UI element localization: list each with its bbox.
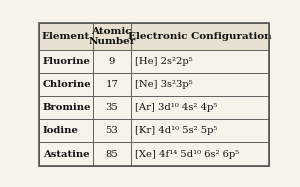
Text: Chlorine: Chlorine bbox=[43, 80, 92, 89]
Text: 53: 53 bbox=[105, 126, 118, 135]
Bar bbox=[131, 73, 269, 96]
Bar bbox=[93, 119, 131, 142]
Text: 9: 9 bbox=[109, 57, 115, 66]
Text: [Kr] 4d¹⁰ 5s² 5p⁵: [Kr] 4d¹⁰ 5s² 5p⁵ bbox=[135, 126, 217, 135]
Text: Astatine: Astatine bbox=[43, 150, 89, 159]
Text: [Xe] 4f¹⁴ 5d¹⁰ 6s² 6p⁵: [Xe] 4f¹⁴ 5d¹⁰ 6s² 6p⁵ bbox=[135, 150, 239, 159]
Bar bbox=[93, 142, 131, 166]
Text: [Ne] 3s²3p⁵: [Ne] 3s²3p⁵ bbox=[135, 80, 193, 89]
Text: Bromine: Bromine bbox=[43, 103, 91, 112]
Bar bbox=[39, 73, 93, 96]
Bar bbox=[39, 50, 93, 73]
Bar bbox=[39, 142, 93, 166]
Bar bbox=[131, 142, 269, 166]
Text: Electronic Configuration: Electronic Configuration bbox=[128, 32, 272, 41]
Bar bbox=[93, 50, 131, 73]
Bar bbox=[131, 23, 269, 50]
Text: [He] 2s²2p⁵: [He] 2s²2p⁵ bbox=[135, 57, 193, 66]
Bar bbox=[93, 23, 131, 50]
Text: Fluorine: Fluorine bbox=[43, 57, 91, 66]
Text: Iodine: Iodine bbox=[43, 126, 79, 135]
Bar bbox=[39, 119, 93, 142]
Bar bbox=[131, 119, 269, 142]
Bar bbox=[39, 23, 93, 50]
Text: 35: 35 bbox=[105, 103, 118, 112]
Text: Element: Element bbox=[42, 32, 90, 41]
Bar bbox=[131, 50, 269, 73]
Bar bbox=[93, 96, 131, 119]
Bar bbox=[131, 96, 269, 119]
Text: Atomic
Number: Atomic Number bbox=[88, 27, 135, 46]
Bar bbox=[39, 96, 93, 119]
Bar bbox=[93, 73, 131, 96]
Text: 85: 85 bbox=[105, 150, 118, 159]
Text: 17: 17 bbox=[105, 80, 118, 89]
Text: [Ar] 3d¹⁰ 4s² 4p⁵: [Ar] 3d¹⁰ 4s² 4p⁵ bbox=[135, 103, 217, 112]
